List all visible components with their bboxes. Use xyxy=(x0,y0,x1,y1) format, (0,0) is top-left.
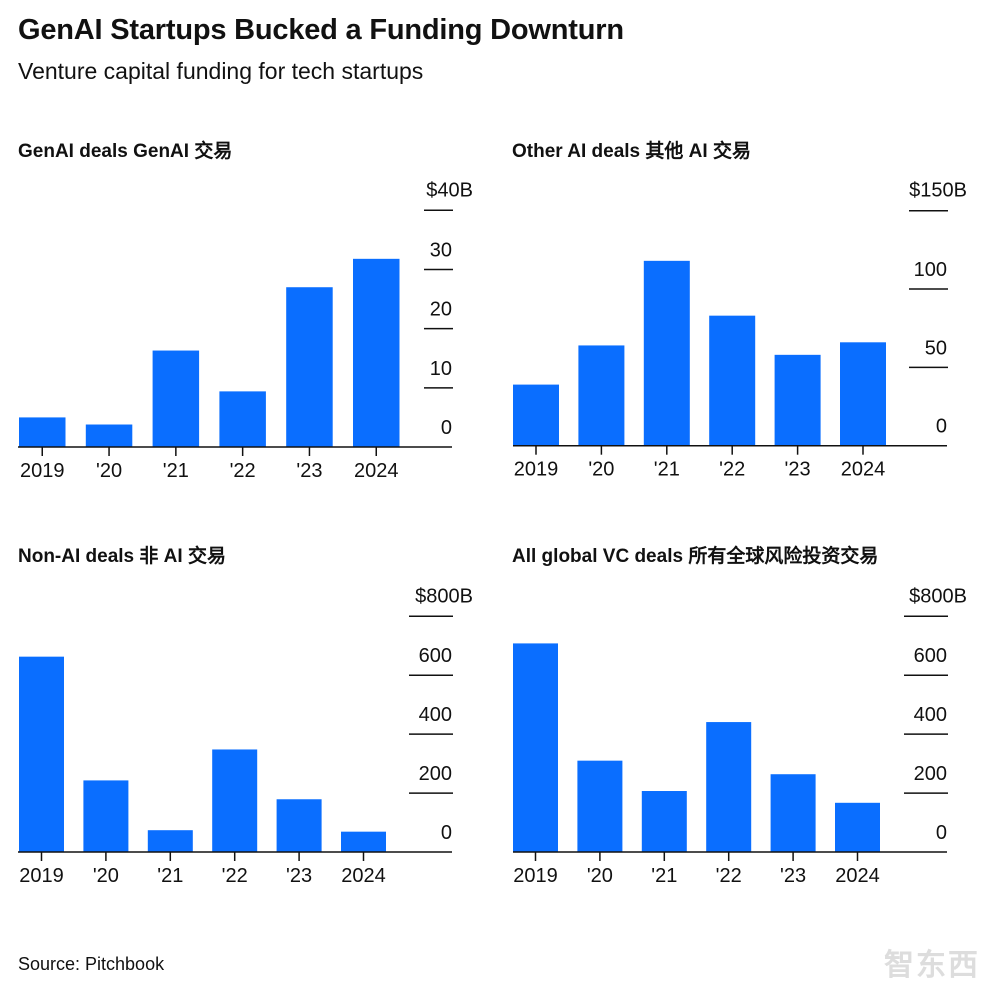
y-tick-label: 50 xyxy=(925,337,947,359)
bar xyxy=(19,417,66,447)
x-tick-label: '23 xyxy=(296,460,322,482)
bar xyxy=(147,830,193,852)
y-tick-label: 400 xyxy=(914,704,947,726)
y-tick-label: 600 xyxy=(914,645,947,667)
x-tick-label: '21 xyxy=(651,865,677,887)
x-tick-label: '21 xyxy=(163,460,189,482)
chart-title: GenAI Startups Bucked a Funding Downturn xyxy=(18,14,624,46)
x-tick-label: 2019 xyxy=(19,865,64,887)
x-tick-label: '20 xyxy=(93,865,119,887)
panel-title-other-ai: Other AI deals 其他 AI 交易 xyxy=(512,141,751,162)
bar xyxy=(19,656,64,852)
x-tick-label: '20 xyxy=(96,460,122,482)
y-tick-label: 200 xyxy=(914,763,947,785)
x-tick-label: 2019 xyxy=(514,459,559,481)
bar xyxy=(83,780,129,852)
bar xyxy=(276,799,322,852)
genai-bar-chart: 0 10 20 30 $40B 2019 '20 '21 '22 '23 2024 xyxy=(18,179,473,482)
bar xyxy=(152,350,200,447)
y-axis-unit-label: $800B xyxy=(415,585,473,607)
panel-title-genai: GenAI deals GenAI 交易 xyxy=(18,141,233,162)
y-tick-label: 0 xyxy=(441,822,452,844)
panel-title-non-ai: Non-AI deals 非 AI 交易 xyxy=(18,546,226,567)
watermark-logo: 智东西 xyxy=(884,949,980,982)
x-tick-label: '22 xyxy=(230,460,256,482)
y-axis-unit-label: $800B xyxy=(909,585,967,607)
bar xyxy=(219,391,266,447)
bar xyxy=(85,424,133,447)
x-tick-label: '22 xyxy=(719,459,745,481)
chart-subtitle: Venture capital funding for tech startup… xyxy=(18,58,424,84)
y-tick-label: 100 xyxy=(914,259,947,281)
bar xyxy=(353,258,400,447)
x-tick-label: 2019 xyxy=(20,460,65,482)
bar xyxy=(770,774,816,852)
bar xyxy=(840,342,886,446)
y-tick-label: 0 xyxy=(936,416,947,438)
panel-title-all-vc: All global VC deals 所有全球风险投资交易 xyxy=(512,546,879,567)
x-tick-label: '20 xyxy=(588,459,614,481)
x-tick-label: '22 xyxy=(716,865,742,887)
y-tick-label: 30 xyxy=(430,239,452,261)
y-tick-label: 0 xyxy=(441,417,452,439)
source-note: Source: Pitchbook xyxy=(18,954,165,974)
x-tick-label: 2024 xyxy=(354,460,399,482)
all-vc-bar-chart: 0 200 400 600 $800B 2019 '20 '21 '22 '23 2024 xyxy=(513,585,967,887)
bar xyxy=(513,643,558,852)
bar xyxy=(577,760,623,852)
x-tick-label: '20 xyxy=(587,865,613,887)
y-axis-unit-label: $40B xyxy=(426,179,473,201)
y-tick-label: 10 xyxy=(430,358,452,380)
bar xyxy=(643,260,690,446)
y-tick-label: 0 xyxy=(936,822,947,844)
y-tick-label: 20 xyxy=(430,299,452,321)
x-tick-label: '23 xyxy=(780,865,806,887)
bar xyxy=(774,354,821,446)
y-tick-label: 600 xyxy=(419,645,452,667)
bar xyxy=(513,384,559,446)
bar xyxy=(706,722,752,852)
y-tick-label: 200 xyxy=(419,763,452,785)
bar xyxy=(641,791,687,852)
x-tick-label: '21 xyxy=(654,459,680,481)
other-ai-bar-chart: 0 50 100 $150B 2019 '20 '21 '22 '23 2024 xyxy=(513,180,967,481)
bar xyxy=(341,831,386,852)
x-tick-label: '23 xyxy=(286,865,312,887)
x-tick-label: 2024 xyxy=(841,459,886,481)
bar xyxy=(709,315,756,446)
bar xyxy=(286,287,333,447)
x-tick-label: '21 xyxy=(157,865,183,887)
x-tick-label: '22 xyxy=(222,865,248,887)
x-tick-label: 2024 xyxy=(835,865,880,887)
y-tick-label: 400 xyxy=(419,704,452,726)
bar xyxy=(212,749,258,852)
bar xyxy=(835,802,880,852)
bar xyxy=(578,345,625,446)
x-tick-label: 2024 xyxy=(341,865,386,887)
x-tick-label: '23 xyxy=(785,459,811,481)
y-axis-unit-label: $150B xyxy=(909,180,967,202)
x-tick-label: 2019 xyxy=(513,865,558,887)
non-ai-bar-chart: 0 200 400 600 $800B 2019 '20 '21 '22 '23 2024 xyxy=(18,585,473,887)
